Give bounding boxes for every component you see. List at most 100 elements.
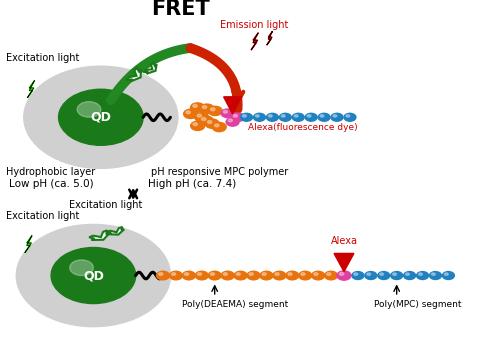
Circle shape <box>275 273 279 275</box>
Circle shape <box>365 271 377 279</box>
Text: Excitation light: Excitation light <box>68 200 142 210</box>
Circle shape <box>390 271 402 279</box>
Polygon shape <box>267 31 272 45</box>
Circle shape <box>224 273 228 275</box>
Circle shape <box>444 273 448 275</box>
Circle shape <box>236 273 240 275</box>
Circle shape <box>193 123 198 126</box>
Circle shape <box>333 115 337 117</box>
Circle shape <box>301 273 305 275</box>
Circle shape <box>346 115 350 117</box>
Circle shape <box>208 106 222 116</box>
Circle shape <box>380 273 384 275</box>
Polygon shape <box>25 236 32 253</box>
Text: Hydrophobic layer: Hydrophobic layer <box>6 167 96 177</box>
Circle shape <box>432 273 436 275</box>
Circle shape <box>331 113 343 121</box>
Polygon shape <box>89 230 110 240</box>
Circle shape <box>260 271 273 280</box>
Circle shape <box>298 271 312 280</box>
Circle shape <box>16 225 171 327</box>
Circle shape <box>210 273 214 275</box>
Circle shape <box>294 115 298 117</box>
Circle shape <box>221 271 234 280</box>
Polygon shape <box>224 97 242 114</box>
Circle shape <box>247 271 260 280</box>
Circle shape <box>273 271 286 280</box>
Text: Excitation light: Excitation light <box>6 53 80 63</box>
Circle shape <box>198 273 202 275</box>
Circle shape <box>280 113 291 121</box>
Circle shape <box>344 113 356 121</box>
Circle shape <box>208 121 212 123</box>
Circle shape <box>221 109 234 118</box>
Circle shape <box>193 104 198 107</box>
Circle shape <box>324 271 338 280</box>
Circle shape <box>406 273 409 275</box>
Circle shape <box>392 273 396 275</box>
Circle shape <box>354 273 358 275</box>
Text: QD: QD <box>90 111 112 124</box>
Polygon shape <box>106 227 124 235</box>
Circle shape <box>200 104 214 113</box>
Circle shape <box>312 271 324 280</box>
Text: Excitation light: Excitation light <box>6 212 80 222</box>
Circle shape <box>202 106 207 109</box>
Text: Poly(DEAEMA) segment: Poly(DEAEMA) segment <box>182 300 288 309</box>
Circle shape <box>231 113 244 122</box>
Circle shape <box>249 273 254 275</box>
Circle shape <box>305 113 317 121</box>
Circle shape <box>210 108 215 111</box>
Circle shape <box>262 273 266 275</box>
Circle shape <box>186 111 190 114</box>
Polygon shape <box>334 253 354 271</box>
Circle shape <box>214 124 219 127</box>
Circle shape <box>326 273 331 275</box>
Circle shape <box>442 271 454 279</box>
Circle shape <box>314 273 318 275</box>
Text: QD: QD <box>83 269 104 282</box>
Circle shape <box>240 113 252 121</box>
Circle shape <box>58 89 143 145</box>
Circle shape <box>208 271 221 280</box>
Text: pH responsive MPC polymer: pH responsive MPC polymer <box>150 167 288 177</box>
Circle shape <box>228 119 232 122</box>
Circle shape <box>307 115 311 117</box>
Circle shape <box>158 273 163 275</box>
Circle shape <box>77 101 101 117</box>
Circle shape <box>70 260 94 275</box>
Circle shape <box>184 273 188 275</box>
Polygon shape <box>144 63 156 74</box>
Circle shape <box>268 115 272 117</box>
Circle shape <box>205 119 219 128</box>
Circle shape <box>320 115 324 117</box>
Circle shape <box>337 271 351 280</box>
Circle shape <box>184 109 198 118</box>
Circle shape <box>378 271 390 279</box>
Circle shape <box>254 113 266 121</box>
Text: Emission light: Emission light <box>220 20 288 30</box>
Polygon shape <box>126 68 141 82</box>
Circle shape <box>172 273 175 275</box>
Text: Low pH (ca. 5.0): Low pH (ca. 5.0) <box>9 179 94 189</box>
Text: Poly(MPC) segment: Poly(MPC) segment <box>374 300 462 309</box>
Circle shape <box>197 114 202 117</box>
Circle shape <box>195 113 208 122</box>
Circle shape <box>288 273 292 275</box>
Circle shape <box>352 271 364 279</box>
Circle shape <box>430 271 442 279</box>
Circle shape <box>202 118 206 121</box>
Polygon shape <box>28 81 34 98</box>
Circle shape <box>156 271 170 280</box>
Circle shape <box>367 273 370 275</box>
Circle shape <box>233 114 237 117</box>
Circle shape <box>340 273 344 275</box>
Polygon shape <box>251 33 258 50</box>
Circle shape <box>282 115 285 117</box>
Circle shape <box>292 113 304 121</box>
Circle shape <box>418 273 422 275</box>
Circle shape <box>190 121 204 130</box>
Circle shape <box>404 271 415 279</box>
Circle shape <box>182 271 196 280</box>
Circle shape <box>199 116 213 125</box>
